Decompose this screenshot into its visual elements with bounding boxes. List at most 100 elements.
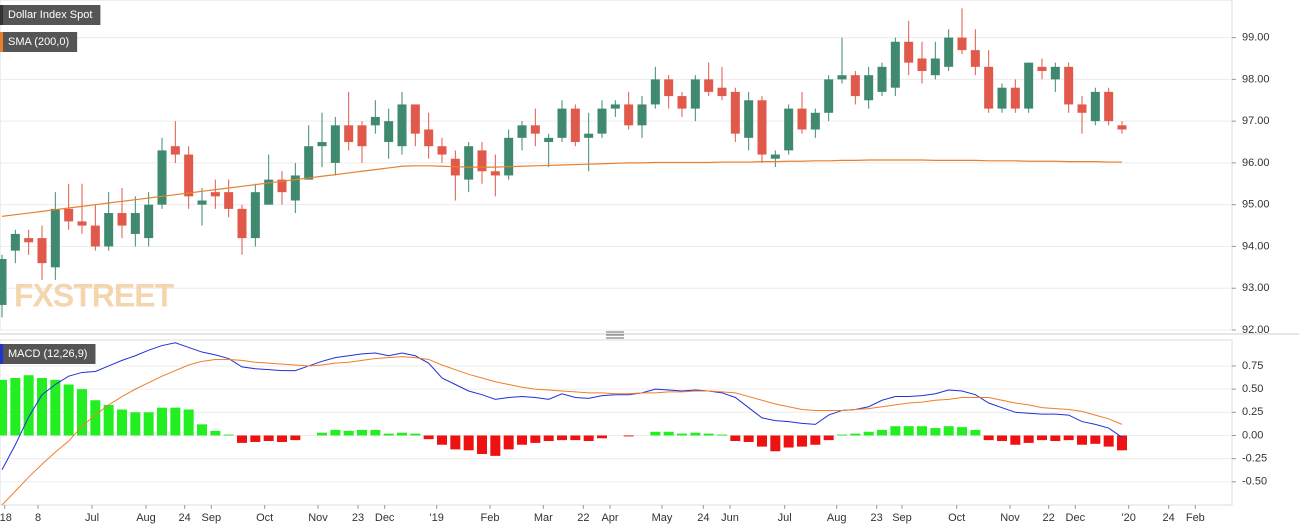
histogram-bar [410,433,421,436]
candle-body [1090,91,1100,122]
candle-body [797,108,807,130]
x-tick-label: Aug [136,512,156,524]
candle-body [344,125,354,143]
candle-body [1037,66,1047,72]
histogram-bar [130,412,141,436]
candle-body [64,208,74,222]
candle-body [437,146,447,155]
histogram-bar [917,426,927,436]
candle-body [824,79,834,113]
x-tick-label: Jul [85,512,99,524]
candle-body [770,154,780,159]
candle-body [530,125,540,134]
x-tick-label: Feb [481,512,500,524]
histogram-bar [23,375,34,436]
legend-entry-box [0,32,78,52]
candle-body [144,204,154,239]
candle-body [1024,62,1034,109]
sma-line [1,159,1122,217]
histogram-bar [730,435,741,442]
histogram-bar [1063,435,1074,441]
candle-body [837,75,847,80]
histogram-bar [797,435,807,447]
candle-body [264,179,274,205]
x-tick-label: 24 [179,512,191,524]
x-tick-label: '19 [429,512,443,524]
x-tick-label: Sep [892,512,912,524]
x-tick-label: Apr [601,512,618,524]
y-tick-label: 92.00 [1242,324,1270,336]
histogram-bar [863,431,874,436]
x-tick-label: Sep [202,512,222,524]
histogram-bar [263,435,274,442]
legend-entry: SMA (200,0) [8,36,69,48]
histogram-bar [117,409,127,436]
candle-body [237,208,247,239]
x-tick-label: 23 [871,512,883,524]
candle-body [944,37,954,67]
chart-title-box [0,344,96,364]
x-tick-label: Mar [534,512,553,524]
histogram-bar [1103,435,1114,447]
candle-body [224,192,234,209]
candle-body [50,208,60,268]
candle-body [304,146,314,180]
y-tick-label: 98.00 [1242,73,1270,85]
candle-body [664,79,674,97]
candle-body [490,171,500,176]
candle-body [637,104,647,126]
candle-body [904,41,914,63]
x-tick-label: 23 [352,512,364,524]
histogram-bar [543,435,554,442]
histogram-bar [997,435,1007,442]
candle-body [370,116,380,126]
histogram-bar [783,435,794,448]
candle-body [170,146,180,155]
histogram-bar [943,426,954,436]
chart-title-box [0,5,101,25]
histogram-bar [10,378,21,436]
histogram-bar [50,379,61,436]
x-tick-label: Dec [375,512,395,524]
x-tick-label: '18 [0,512,12,524]
x-tick-label: Aug [827,512,847,524]
x-tick-label: May [652,512,673,524]
resize-handle[interactable] [606,331,624,339]
histogram-bar [197,424,207,436]
candle-body [357,125,367,147]
candle-body [997,87,1007,109]
candle-body [197,200,207,205]
histogram-bar [823,435,834,441]
x-tick-label: '20 [1121,512,1135,524]
histogram-bar [957,427,967,436]
macd-line [1,342,1123,471]
histogram-bar [383,433,394,436]
histogram-bar [397,432,407,436]
candle-body [504,137,514,176]
histogram-bar [703,433,714,436]
histogram-bar [717,434,727,436]
histogram-bar [583,435,594,442]
legend-entry-accent [0,32,3,52]
histogram-bar [357,429,367,436]
histogram-bar [423,435,434,440]
y-tick-label: 0.25 [1242,406,1263,418]
candle-body [1117,125,1127,130]
histogram-bar [903,426,914,436]
histogram-bar [1117,435,1127,451]
candle-body [624,104,634,126]
histogram-bar [237,435,247,443]
candle-body [1064,66,1074,105]
histogram-bar [63,384,74,436]
y-tick-label: 94.00 [1242,240,1270,252]
x-tick-label: Jul [778,512,792,524]
candle-body [597,108,607,134]
candle-body [424,129,434,147]
x-tick-label: 24 [1163,512,1175,524]
candle-body [584,133,594,138]
histogram-bar [1010,435,1021,445]
candle-body [157,150,167,205]
histogram-bar [1037,435,1047,441]
candle-body [850,75,860,97]
x-tick-label: Nov [1000,512,1020,524]
